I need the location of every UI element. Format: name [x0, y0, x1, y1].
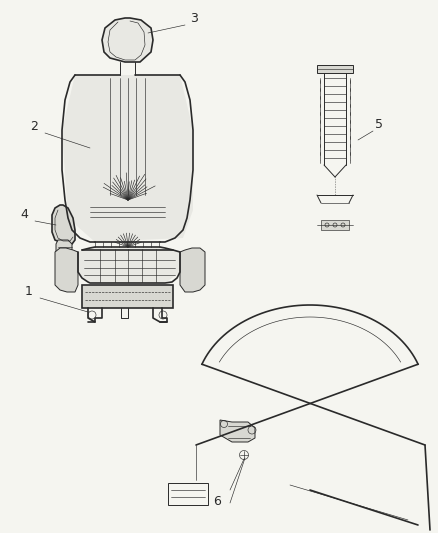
- Polygon shape: [52, 205, 75, 244]
- Polygon shape: [220, 420, 255, 442]
- Polygon shape: [180, 248, 205, 292]
- Polygon shape: [78, 247, 180, 283]
- Bar: [168, 483, 208, 505]
- Polygon shape: [82, 285, 173, 308]
- Text: 1: 1: [25, 285, 33, 298]
- Text: 2: 2: [30, 120, 38, 133]
- Polygon shape: [102, 18, 153, 62]
- Text: 3: 3: [190, 12, 198, 25]
- Text: 4: 4: [20, 208, 28, 221]
- Polygon shape: [321, 220, 349, 230]
- Polygon shape: [317, 65, 353, 73]
- Polygon shape: [56, 240, 72, 255]
- Text: 6: 6: [213, 495, 221, 508]
- Text: 5: 5: [375, 118, 383, 131]
- Polygon shape: [62, 75, 193, 242]
- Polygon shape: [55, 248, 78, 292]
